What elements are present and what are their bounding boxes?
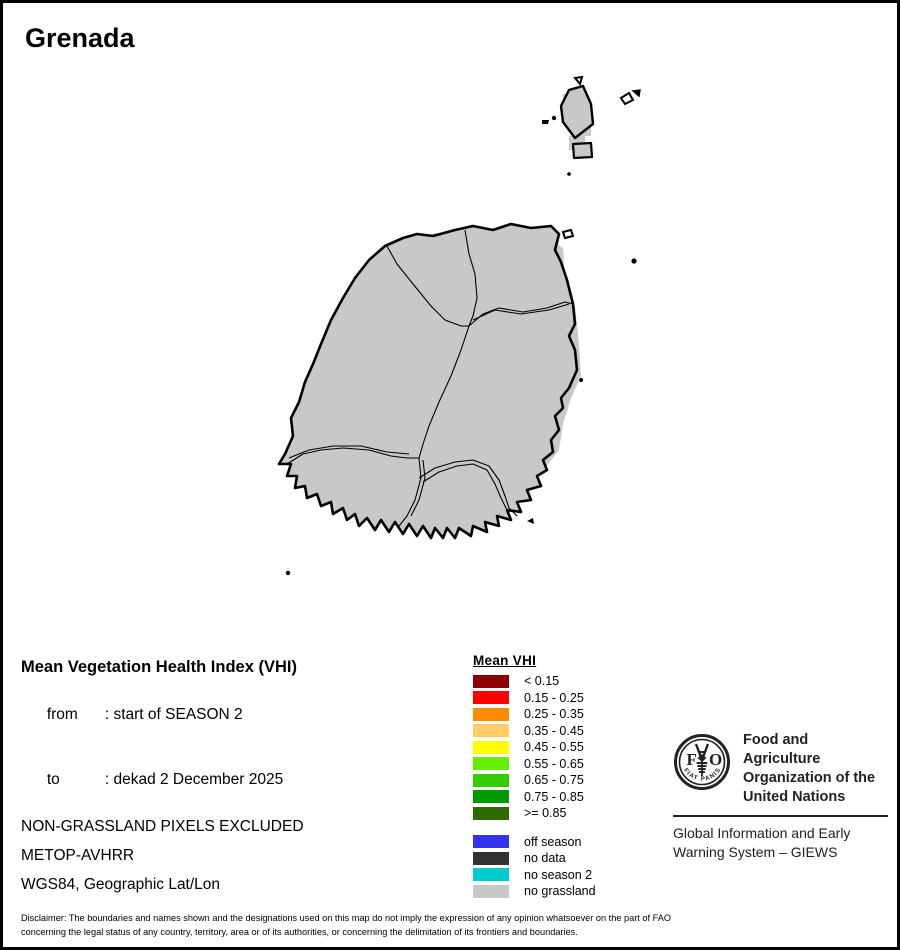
fao-divider <box>673 815 888 818</box>
map-admin-boundaries <box>286 229 574 527</box>
legend-label: 0.35 - 0.45 <box>524 723 584 738</box>
map-info-block: Mean Vegetation Health Index (VHI) from:… <box>21 658 451 905</box>
legend-label: 0.45 - 0.55 <box>524 740 584 755</box>
legend-swatch <box>473 790 509 804</box>
legend-row-status[interactable]: no season 2 <box>473 867 596 884</box>
legend-label: 0.55 - 0.65 <box>524 756 584 771</box>
legend-swatch <box>473 757 509 771</box>
legend-label: no season 2 <box>524 867 593 882</box>
legend-label: 0.15 - 0.25 <box>524 690 584 705</box>
fao-branding: F O FIAT PANIS Food and Ag <box>673 731 888 861</box>
legend-label: 0.75 - 0.85 <box>524 789 584 804</box>
fao-logo-icon: F O FIAT PANIS <box>673 733 731 796</box>
info-value-from: : start of SEASON 2 <box>104 706 243 723</box>
legend-swatch <box>473 724 509 738</box>
legend-swatch <box>473 884 509 898</box>
legend: Mean VHI < 0.15 0.15 - 0.25 0.25 - 0.35 … <box>473 653 596 900</box>
disclaimer-line-2: concerning the legal status of any count… <box>21 927 578 938</box>
fao-name-line-3: United Nations <box>743 788 846 805</box>
legend-label: no data <box>524 851 566 866</box>
info-row-from: from : start of SEASON 2 <box>21 688 451 742</box>
map-canvas[interactable] <box>3 58 897 633</box>
legend-row[interactable]: 0.55 - 0.65 <box>473 756 596 773</box>
giews-programme-name: Global Information and Early Warning Sys… <box>673 824 888 861</box>
page-title: Grenada <box>25 23 135 53</box>
legend-row-status[interactable]: no grassland <box>473 883 596 900</box>
legend-divider-space <box>473 822 596 834</box>
legend-row[interactable]: 0.25 - 0.35 <box>473 706 596 723</box>
fao-name-line-1: Food and Agriculture <box>743 732 821 767</box>
legend-swatch <box>473 674 509 688</box>
legend-row[interactable]: 0.35 - 0.45 <box>473 723 596 740</box>
info-note-pixels: NON-GRASSLAND PIXELS EXCLUDED <box>21 818 304 835</box>
legend-swatch <box>473 868 509 882</box>
legend-swatch <box>473 835 509 849</box>
legend-swatch <box>473 707 509 721</box>
map-feature-main-island <box>277 222 579 540</box>
legend-label: 0.25 - 0.35 <box>524 707 584 722</box>
info-title: Mean Vegetation Health Index (VHI) <box>21 658 297 676</box>
info-note-projection: WGS84, Geographic Lat/Lon <box>21 876 221 893</box>
fao-name-line-2: Organization of the <box>743 769 876 786</box>
legend-label: no grassland <box>524 884 596 899</box>
fao-organization-name: Food and Agriculture Organization of the… <box>743 731 888 806</box>
legend-row-status[interactable]: off season <box>473 834 596 851</box>
legend-row[interactable]: 0.15 - 0.25 <box>473 690 596 707</box>
disclaimer: Disclaimer: The boundaries and names sho… <box>21 911 881 940</box>
legend-row[interactable]: 0.75 - 0.85 <box>473 789 596 806</box>
legend-title: Mean VHI <box>473 653 537 668</box>
legend-label: 0.65 - 0.75 <box>524 773 584 788</box>
info-key-to: to <box>46 771 60 788</box>
giews-line-2: Warning System – GIEWS <box>673 843 838 860</box>
giews-line-1: Global Information and Early <box>673 825 851 842</box>
map-feature-carriacou-group <box>542 75 641 176</box>
legend-swatch <box>473 773 509 787</box>
legend-label: >= 0.85 <box>524 806 567 821</box>
legend-row[interactable]: 0.45 - 0.55 <box>473 739 596 756</box>
legend-swatch <box>473 851 509 865</box>
legend-row[interactable]: 0.65 - 0.75 <box>473 772 596 789</box>
legend-swatch <box>473 691 509 705</box>
disclaimer-line-1: Disclaimer: The boundaries and names sho… <box>21 913 671 923</box>
svg-text:F: F <box>687 750 697 769</box>
info-row-to: to : dekad 2 December 2025 <box>21 753 451 807</box>
svg-text:O: O <box>709 750 722 769</box>
legend-row-status[interactable]: no data <box>473 850 596 867</box>
legend-label: off season <box>524 834 582 849</box>
legend-label: < 0.15 <box>524 674 560 689</box>
legend-swatch <box>473 740 509 754</box>
info-note-sensor: METOP-AVHRR <box>21 847 135 864</box>
fao-logo-row: F O FIAT PANIS Food and Ag <box>673 731 888 806</box>
legend-row[interactable]: < 0.15 <box>473 673 596 690</box>
legend-row[interactable]: >= 0.85 <box>473 805 596 822</box>
info-value-to: : dekad 2 December 2025 <box>104 771 284 788</box>
info-key-from: from <box>46 706 78 723</box>
legend-swatch <box>473 806 509 820</box>
